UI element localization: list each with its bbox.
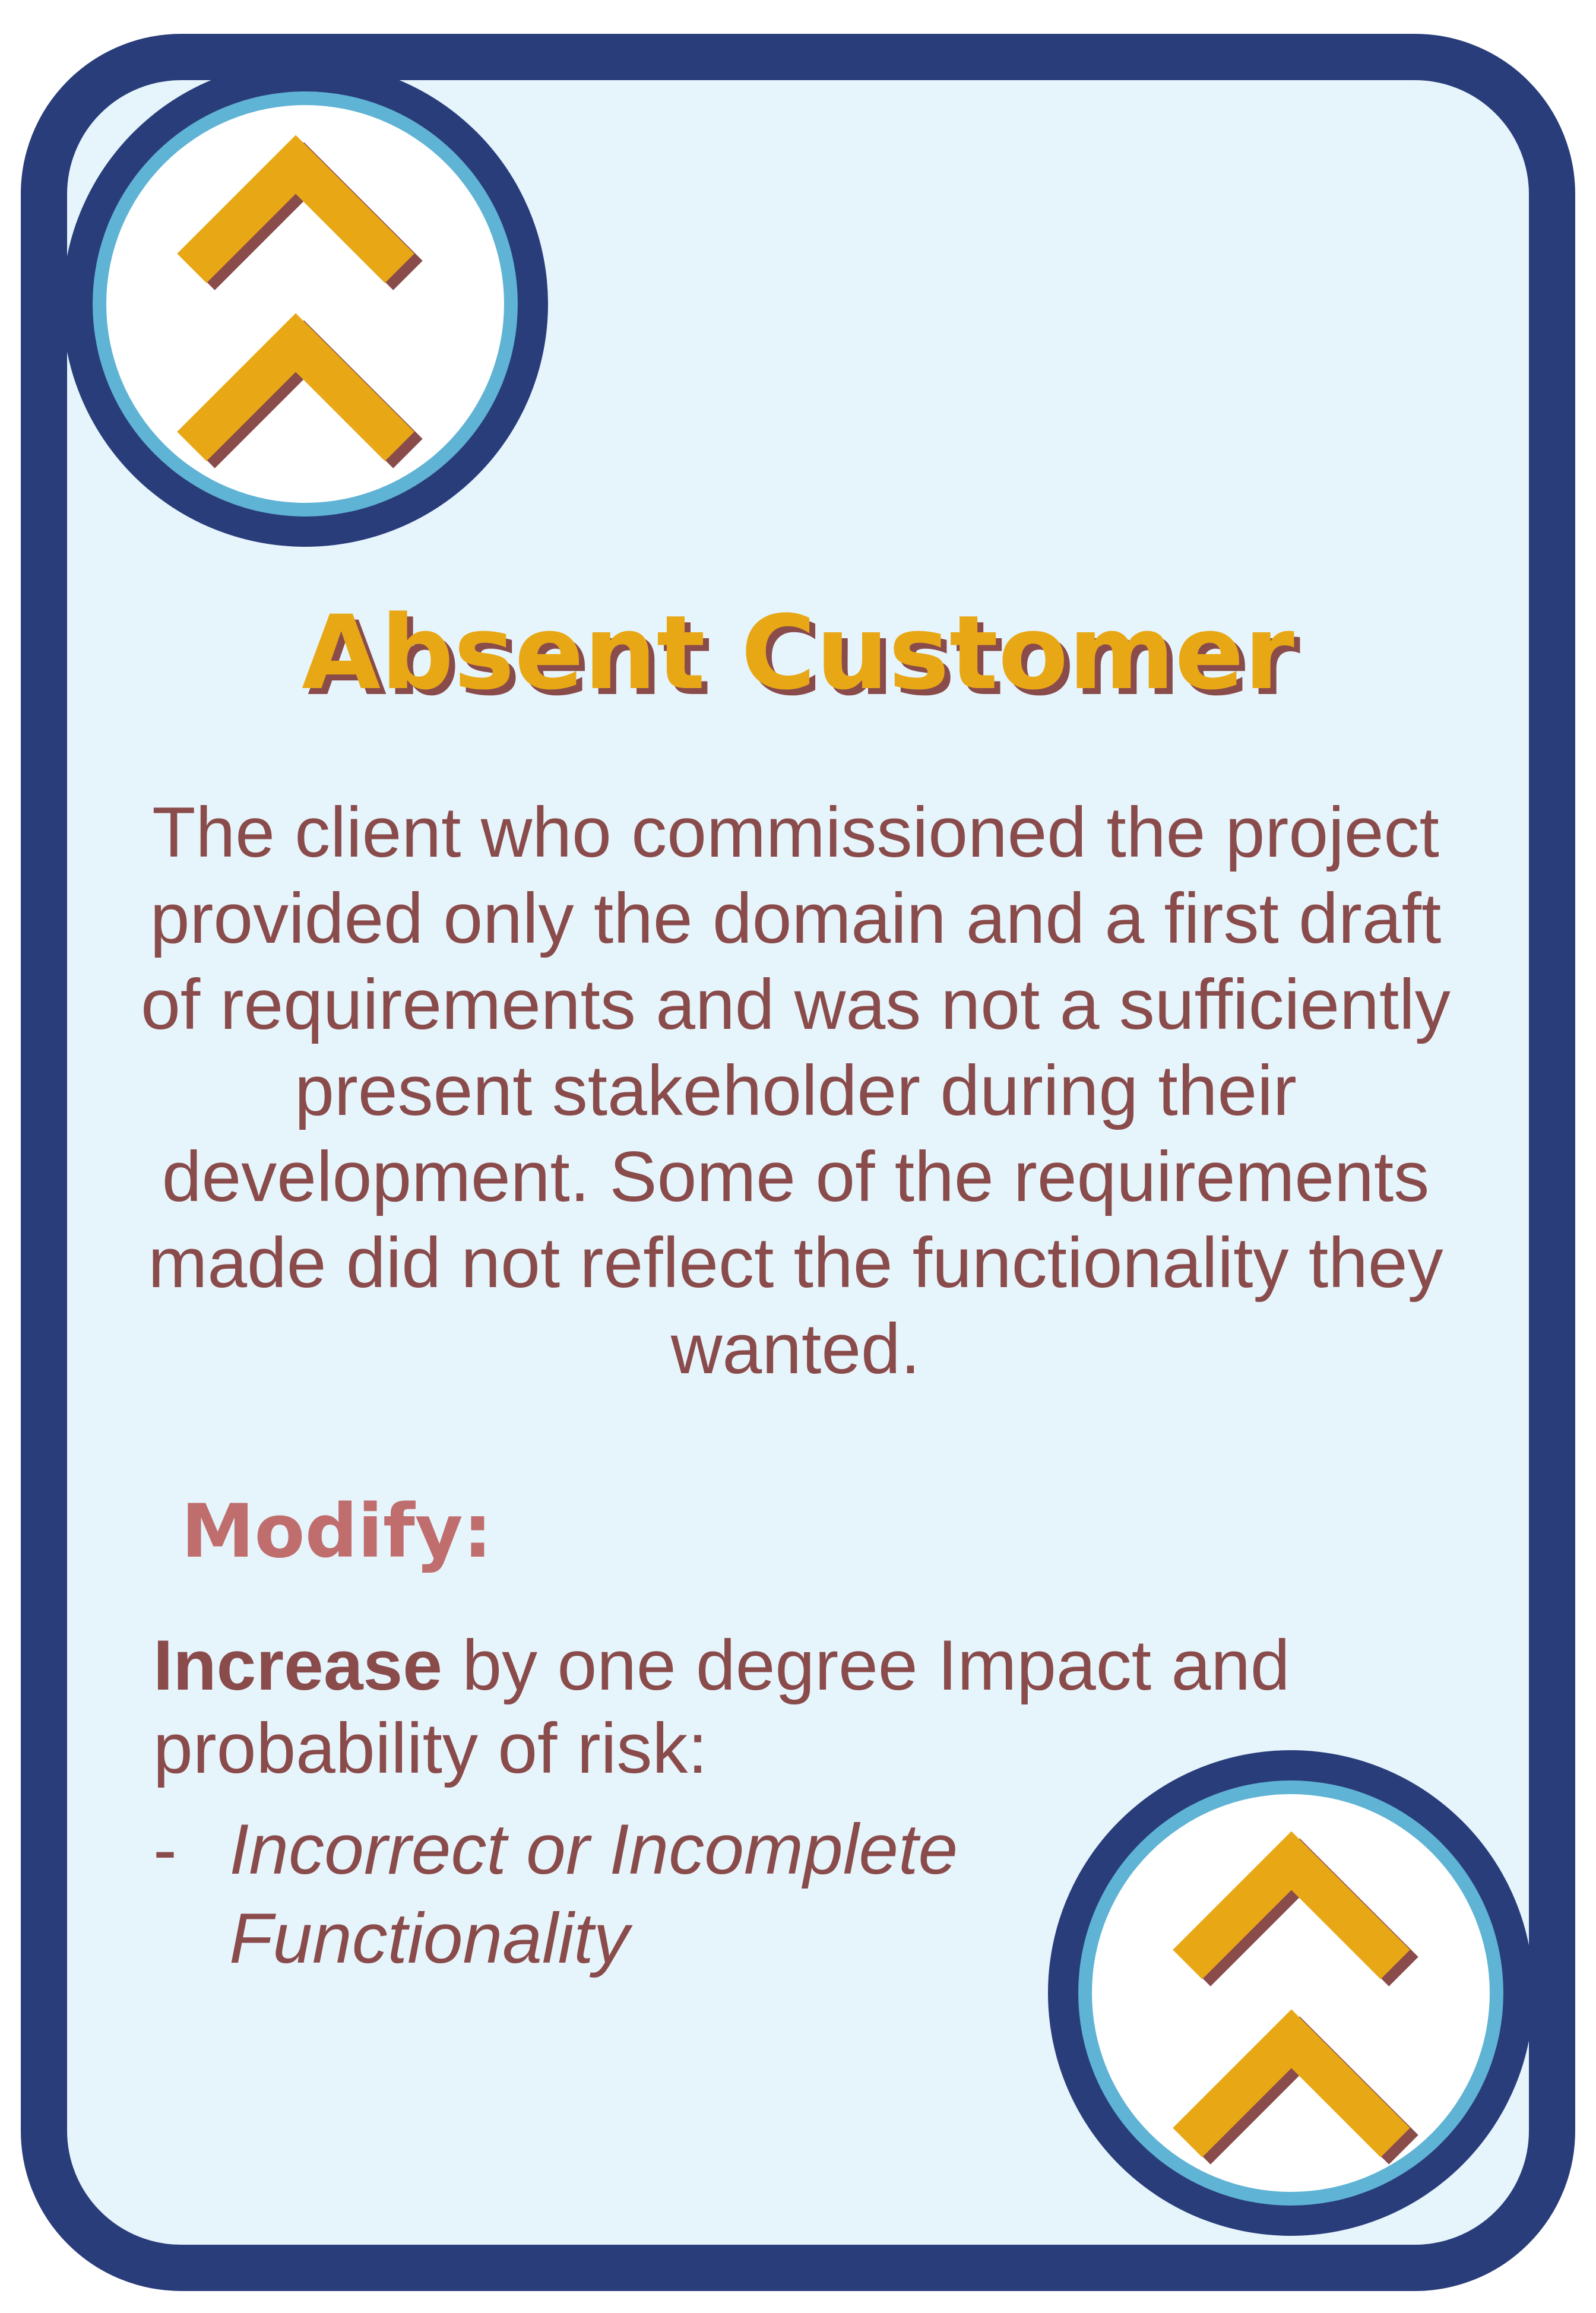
risk-name: Incorrect or Incomplete Functionality	[229, 1810, 958, 1978]
modify-instruction: Increase by one degree Impact and probab…	[153, 1624, 1519, 1790]
card-frame	[21, 34, 1575, 2291]
card-description: The client who commissioned the project …	[141, 793, 1451, 1389]
risk-bullet: -	[153, 1810, 177, 1889]
double-chevron-up-icon	[62, 61, 548, 547]
modify-heading: Modify:	[181, 1489, 493, 1574]
modify-instruction-text: by one degree Impact and probability of …	[153, 1626, 1290, 1788]
double-chevron-up-icon	[1048, 1750, 1534, 2236]
card-title: Absent Customer	[302, 593, 1294, 712]
modify-action: Increase	[153, 1626, 443, 1705]
top-badge	[56, 55, 554, 553]
bottom-badge	[1042, 1744, 1540, 2242]
